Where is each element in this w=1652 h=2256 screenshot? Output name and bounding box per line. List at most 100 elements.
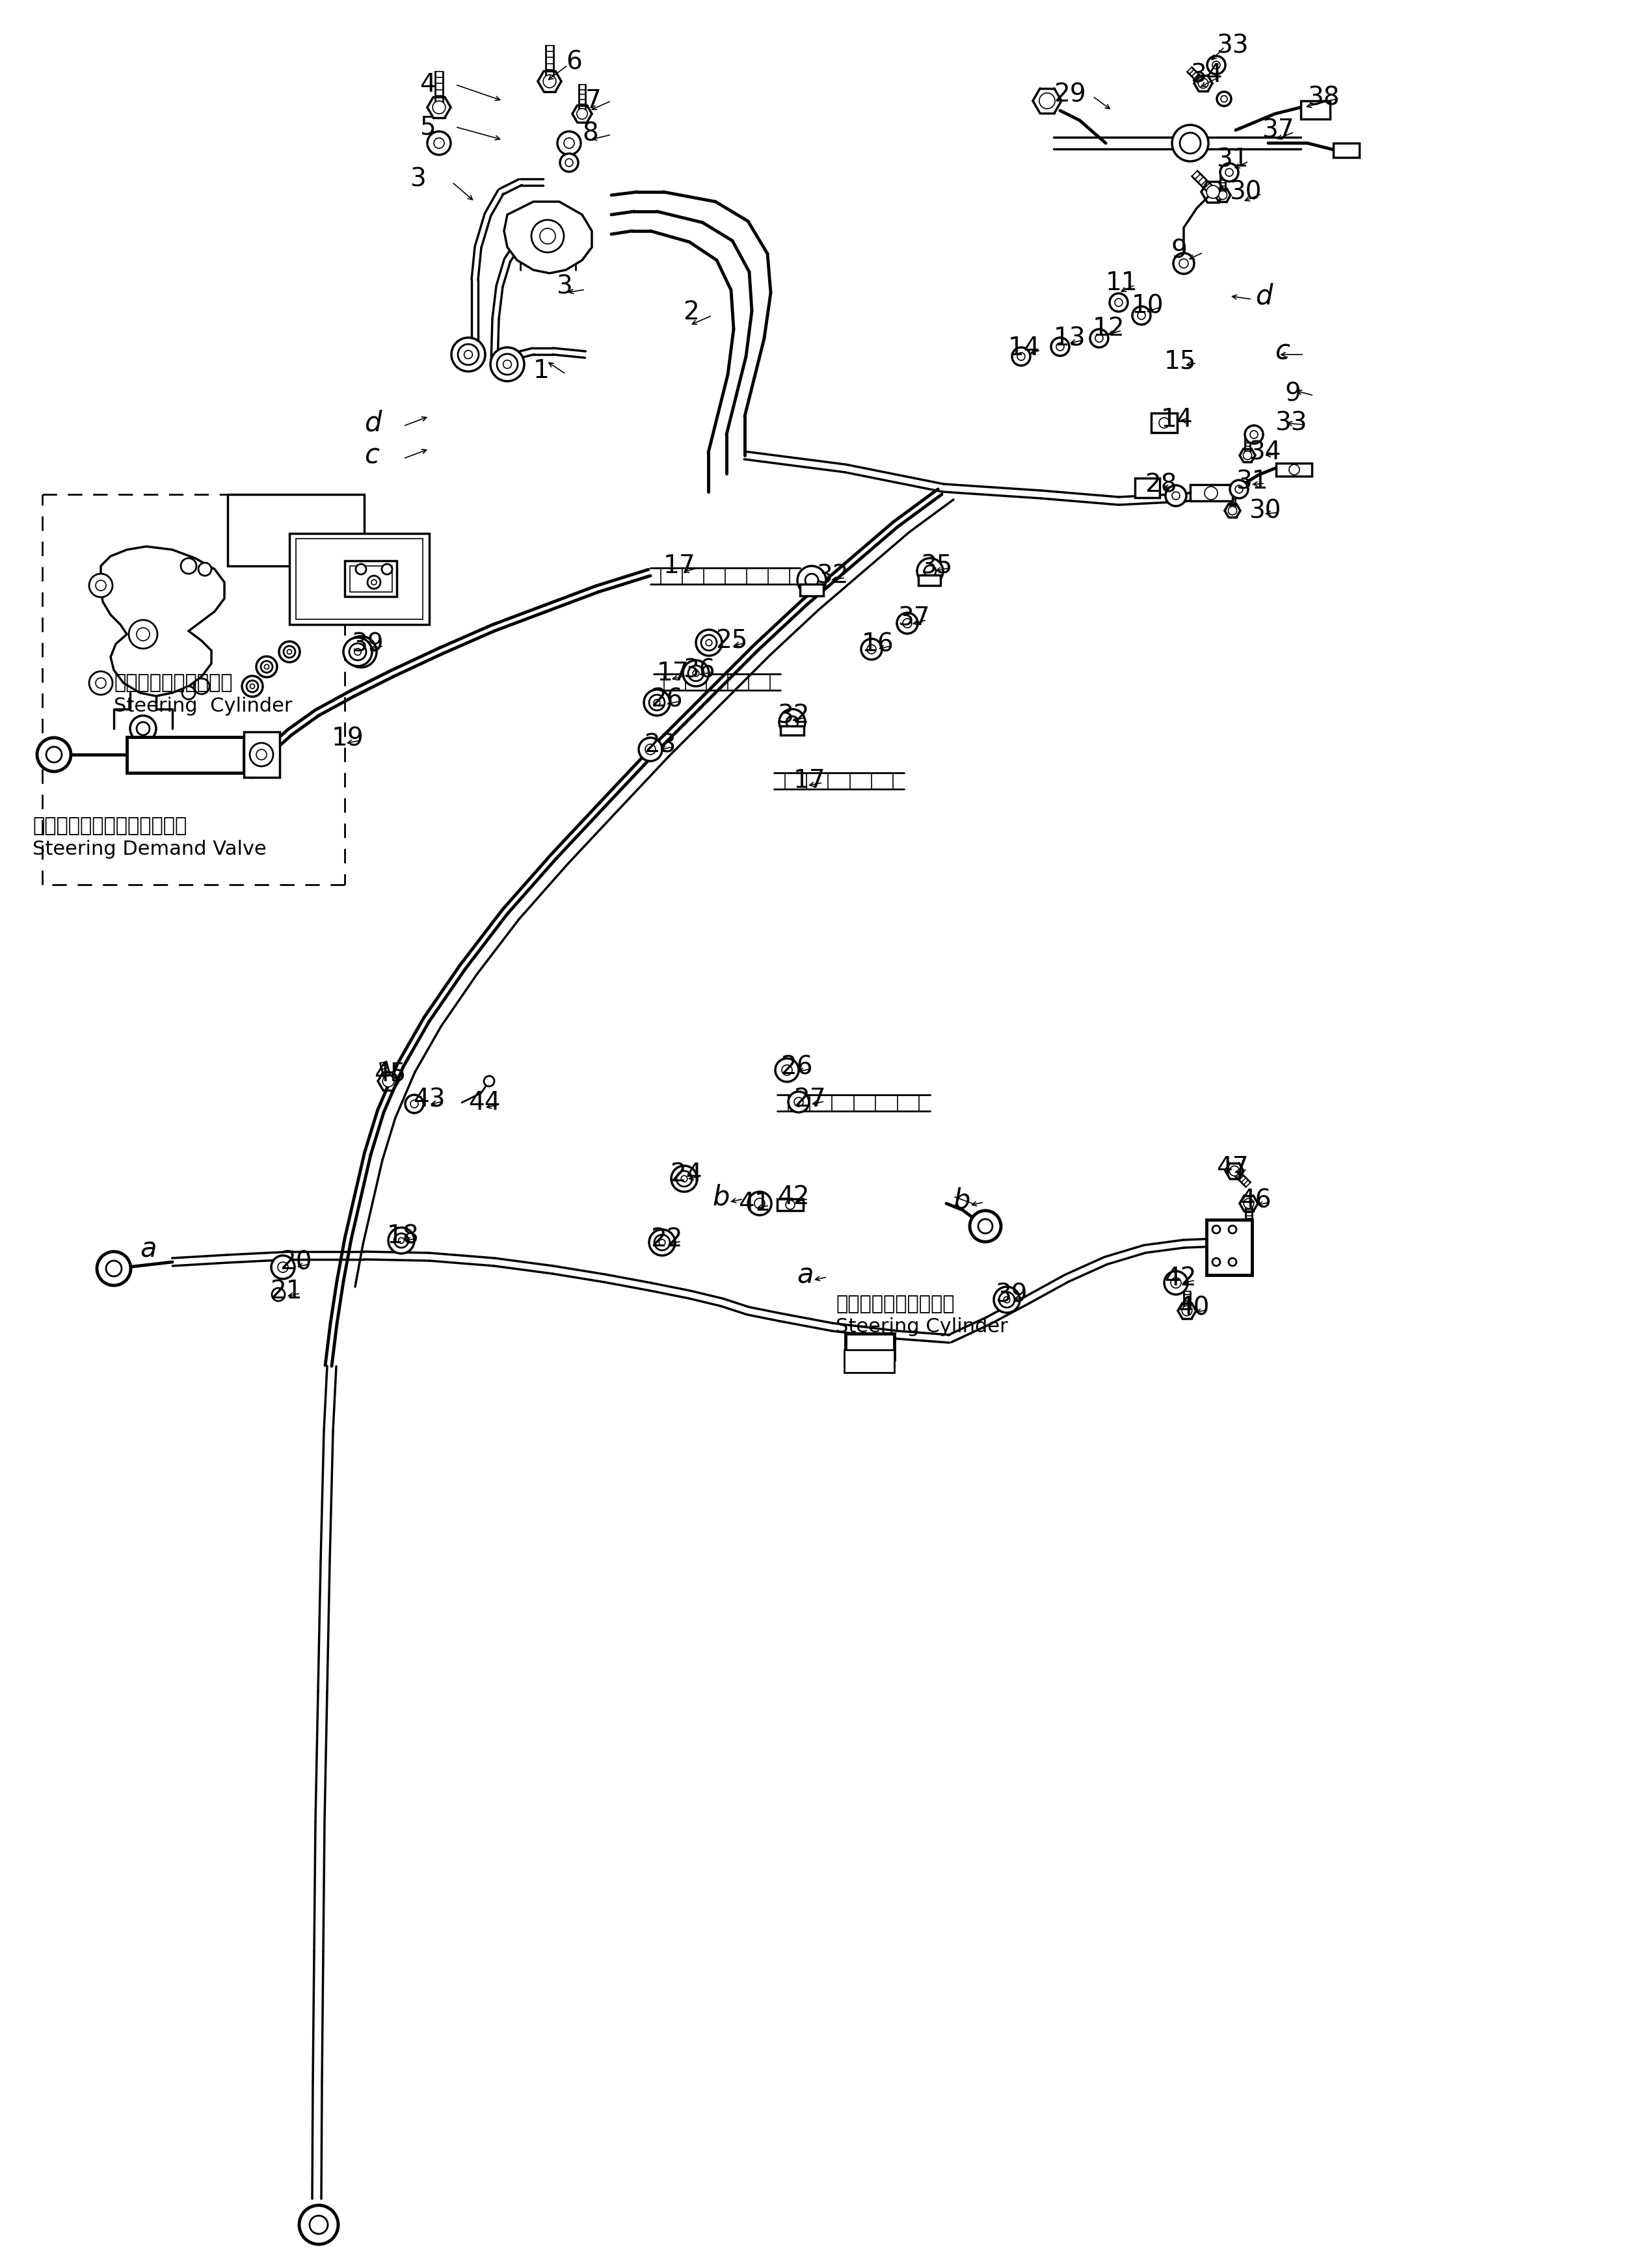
Circle shape xyxy=(264,666,269,670)
Circle shape xyxy=(1181,1306,1193,1315)
Text: 30: 30 xyxy=(1249,499,1280,523)
Circle shape xyxy=(279,641,299,663)
Polygon shape xyxy=(504,201,591,273)
Text: 5: 5 xyxy=(420,115,436,140)
Text: 31: 31 xyxy=(1236,469,1269,494)
Circle shape xyxy=(249,742,273,767)
Text: 34: 34 xyxy=(1189,63,1222,88)
Text: 36: 36 xyxy=(682,659,715,681)
Circle shape xyxy=(781,1065,793,1076)
Text: 8: 8 xyxy=(582,122,598,147)
Circle shape xyxy=(131,715,155,742)
Circle shape xyxy=(1206,185,1219,199)
Bar xyxy=(1206,1220,1252,1275)
Circle shape xyxy=(755,1198,765,1209)
Text: 39: 39 xyxy=(995,1281,1028,1306)
Circle shape xyxy=(1226,169,1232,176)
Text: 47: 47 xyxy=(1216,1155,1249,1180)
Text: b: b xyxy=(712,1184,729,1211)
Bar xyxy=(244,731,279,778)
Circle shape xyxy=(786,715,798,729)
Text: 42: 42 xyxy=(1165,1266,1196,1290)
Circle shape xyxy=(89,573,112,598)
Circle shape xyxy=(354,647,362,654)
Circle shape xyxy=(1039,92,1056,108)
Circle shape xyxy=(395,1234,408,1248)
Circle shape xyxy=(681,1175,687,1182)
Polygon shape xyxy=(228,494,363,566)
Bar xyxy=(846,1333,894,1360)
Circle shape xyxy=(639,738,662,760)
Text: 9: 9 xyxy=(1171,239,1186,262)
Text: 17: 17 xyxy=(664,553,695,578)
Circle shape xyxy=(355,564,367,575)
Circle shape xyxy=(182,686,195,699)
Text: 10: 10 xyxy=(1132,293,1165,318)
Text: 14: 14 xyxy=(1008,336,1041,361)
Bar xyxy=(776,1198,803,1211)
Bar xyxy=(1300,102,1330,120)
Circle shape xyxy=(1221,162,1239,180)
Text: a: a xyxy=(796,1261,813,1288)
Circle shape xyxy=(1244,1198,1254,1209)
Text: Steering  Cylinder: Steering Cylinder xyxy=(114,697,292,715)
Circle shape xyxy=(1018,352,1024,361)
Text: 12: 12 xyxy=(1092,316,1125,341)
Circle shape xyxy=(540,228,555,244)
Circle shape xyxy=(654,699,661,706)
Text: 28: 28 xyxy=(1145,472,1176,496)
Circle shape xyxy=(1218,92,1231,106)
Circle shape xyxy=(372,580,377,584)
Circle shape xyxy=(788,1092,809,1112)
Circle shape xyxy=(1246,426,1264,444)
Text: 4: 4 xyxy=(420,72,436,97)
Circle shape xyxy=(780,708,805,735)
Circle shape xyxy=(786,1200,795,1209)
Circle shape xyxy=(805,573,818,587)
Text: 26: 26 xyxy=(651,686,682,711)
Circle shape xyxy=(129,620,157,647)
Circle shape xyxy=(137,627,150,641)
Text: 43: 43 xyxy=(413,1087,444,1112)
Circle shape xyxy=(97,1252,131,1286)
Circle shape xyxy=(434,138,444,149)
Circle shape xyxy=(659,1239,666,1245)
Circle shape xyxy=(1289,465,1300,474)
Bar xyxy=(800,584,823,596)
Circle shape xyxy=(271,1257,294,1279)
Circle shape xyxy=(923,566,937,578)
Circle shape xyxy=(428,131,451,156)
Circle shape xyxy=(433,102,446,113)
Circle shape xyxy=(352,643,370,661)
Text: 30: 30 xyxy=(1229,180,1262,205)
Text: 39: 39 xyxy=(352,632,383,656)
Circle shape xyxy=(398,1239,405,1243)
Circle shape xyxy=(410,1101,418,1108)
Circle shape xyxy=(1180,133,1201,153)
Circle shape xyxy=(1171,124,1208,162)
Text: 34: 34 xyxy=(1249,440,1280,465)
Bar xyxy=(127,738,244,774)
Circle shape xyxy=(1138,311,1145,320)
Circle shape xyxy=(682,661,709,686)
Circle shape xyxy=(671,1166,697,1191)
Circle shape xyxy=(249,684,254,688)
Circle shape xyxy=(287,650,292,654)
Text: 11: 11 xyxy=(1105,271,1138,296)
Circle shape xyxy=(345,636,377,668)
Text: 35: 35 xyxy=(920,553,953,578)
Circle shape xyxy=(36,738,71,772)
Circle shape xyxy=(861,638,882,659)
Circle shape xyxy=(577,108,588,120)
Text: 41: 41 xyxy=(738,1191,770,1216)
Circle shape xyxy=(198,562,211,575)
Circle shape xyxy=(367,575,380,589)
Circle shape xyxy=(1244,451,1252,460)
Circle shape xyxy=(1090,329,1108,347)
Circle shape xyxy=(451,338,486,372)
Text: 21: 21 xyxy=(269,1279,302,1304)
Circle shape xyxy=(1110,293,1128,311)
Circle shape xyxy=(649,695,664,711)
Circle shape xyxy=(349,643,367,661)
Circle shape xyxy=(978,1218,993,1234)
